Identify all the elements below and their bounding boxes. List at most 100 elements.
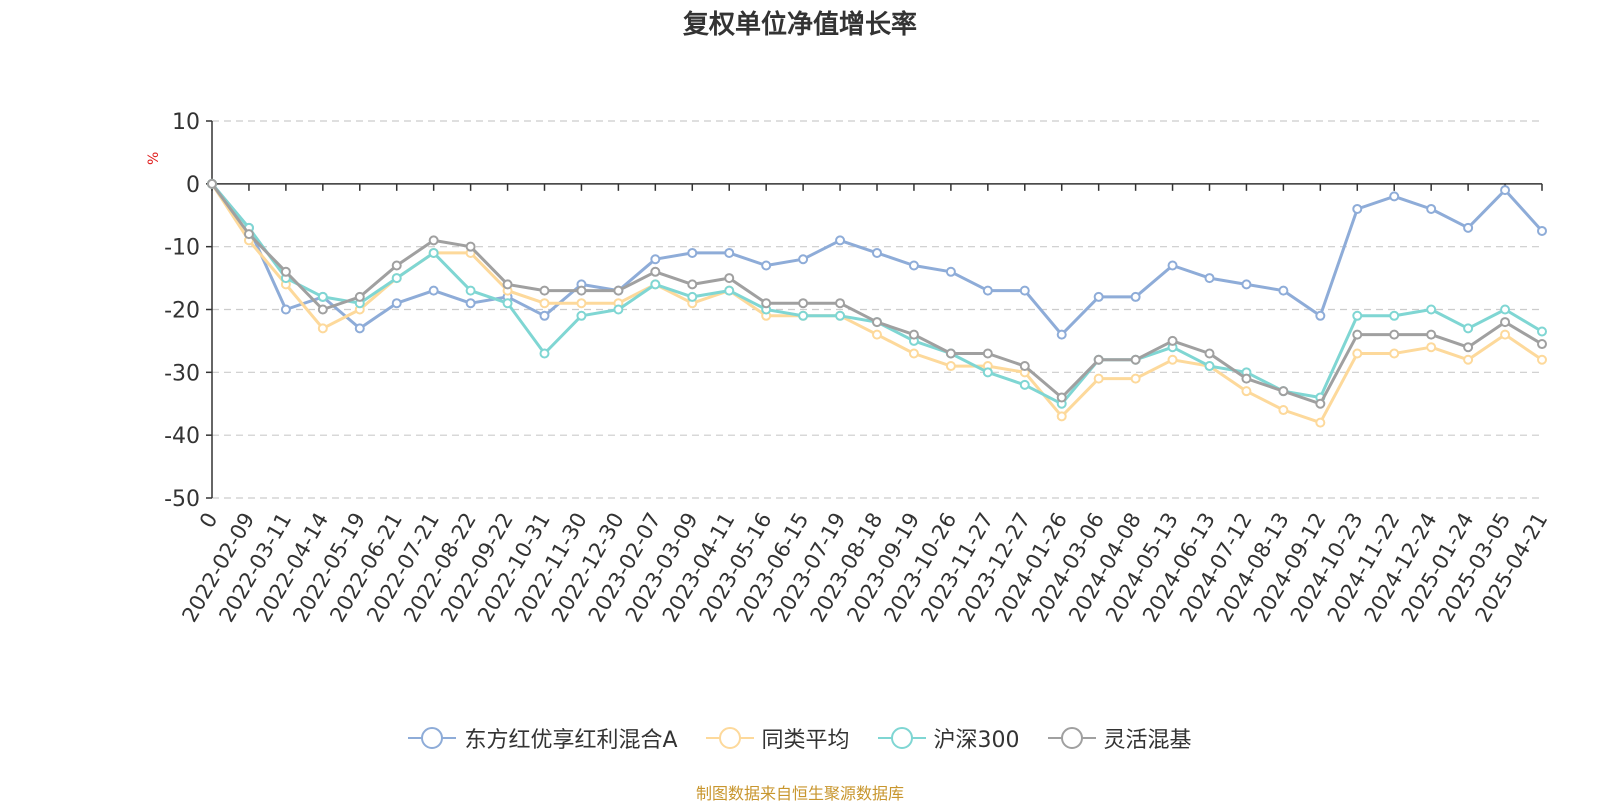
data-point[interactable] [428,285,439,296]
data-point[interactable] [798,310,809,321]
data-point[interactable] [872,247,882,258]
data-point[interactable] [465,241,476,252]
data-point[interactable] [1426,304,1437,315]
data-point[interactable] [1130,373,1141,384]
data-point[interactable] [687,279,698,290]
data-point[interactable] [1426,203,1437,214]
legend-item[interactable]: 同类平均 [705,722,850,754]
data-point[interactable] [502,298,513,309]
data-point[interactable] [1389,191,1400,202]
data-point[interactable] [945,361,956,372]
data-point[interactable] [650,279,661,290]
data-point[interactable] [687,247,698,258]
data-point[interactable] [354,323,365,334]
data-point[interactable] [798,298,809,309]
data-point[interactable] [982,367,993,378]
data-point[interactable] [1315,398,1326,409]
data-point[interactable] [908,348,919,359]
data-point[interactable] [576,310,587,321]
data-point[interactable] [576,298,587,309]
data-point[interactable] [576,285,587,296]
data-point[interactable] [945,266,956,277]
data-point[interactable] [945,348,956,359]
data-point[interactable] [761,260,772,271]
data-point[interactable] [908,329,919,340]
data-point[interactable] [872,329,882,340]
data-point[interactable] [1167,335,1178,346]
data-point[interactable] [1278,386,1289,397]
data-point[interactable] [1463,222,1474,233]
data-point[interactable] [1204,273,1215,284]
data-point[interactable] [391,260,402,271]
data-point[interactable] [1537,339,1547,350]
data-point[interactable] [1352,348,1363,359]
data-point[interactable] [317,291,328,302]
legend-item[interactable]: 沪深300 [877,722,1020,754]
data-point[interactable] [1278,285,1289,296]
data-point[interactable] [1278,405,1289,416]
data-point[interactable] [1389,310,1400,321]
data-point[interactable] [687,291,698,302]
data-point[interactable] [1241,386,1252,397]
data-point[interactable] [1537,326,1547,337]
data-point[interactable] [724,247,735,258]
data-point[interactable] [539,348,550,359]
data-point[interactable] [391,273,402,284]
data-point[interactable] [1056,392,1067,403]
legend-item[interactable]: 东方红优享红利混合A [408,722,678,754]
legend-item[interactable]: 灵活混基 [1047,722,1192,754]
data-point[interactable] [1500,329,1511,340]
data-point[interactable] [1537,354,1547,365]
data-point[interactable] [317,323,328,334]
data-point[interactable] [908,260,919,271]
data-point[interactable] [207,178,217,189]
data-point[interactable] [872,317,882,328]
data-point[interactable] [613,285,624,296]
data-point[interactable] [1389,329,1400,340]
data-point[interactable] [539,298,550,309]
data-point[interactable] [1204,348,1215,359]
data-point[interactable] [724,285,735,296]
data-point[interactable] [317,304,328,315]
data-point[interactable] [613,304,624,315]
data-point[interactable] [1019,361,1030,372]
data-point[interactable] [1056,411,1067,422]
data-point[interactable] [465,298,476,309]
data-point[interactable] [1167,354,1178,365]
data-point[interactable] [650,254,661,265]
data-point[interactable] [1093,291,1104,302]
data-point[interactable] [539,310,550,321]
data-point[interactable] [1204,361,1215,372]
data-point[interactable] [982,348,993,359]
data-point[interactable] [1352,329,1363,340]
data-point[interactable] [1426,342,1437,353]
data-point[interactable] [1463,342,1474,353]
data-point[interactable] [1130,354,1141,365]
data-point[interactable] [1093,373,1104,384]
data-point[interactable] [1352,203,1363,214]
data-point[interactable] [1056,329,1067,340]
data-point[interactable] [1500,317,1511,328]
data-point[interactable] [798,254,809,265]
data-point[interactable] [1019,379,1030,390]
data-point[interactable] [1315,417,1326,428]
data-point[interactable] [1167,260,1178,271]
data-point[interactable] [650,266,661,277]
data-point[interactable] [280,304,291,315]
data-point[interactable] [1093,354,1104,365]
data-point[interactable] [1500,185,1511,196]
data-point[interactable] [1019,285,1030,296]
data-point[interactable] [1500,304,1511,315]
data-point[interactable] [502,279,513,290]
data-point[interactable] [1463,323,1474,334]
data-point[interactable] [1241,279,1252,290]
data-point[interactable] [391,298,402,309]
data-point[interactable] [982,285,993,296]
data-point[interactable] [428,235,439,246]
data-point[interactable] [1130,291,1141,302]
data-point[interactable] [724,273,735,284]
data-point[interactable] [761,298,772,309]
data-point[interactable] [1352,310,1363,321]
data-point[interactable] [1426,329,1437,340]
data-point[interactable] [243,229,254,240]
